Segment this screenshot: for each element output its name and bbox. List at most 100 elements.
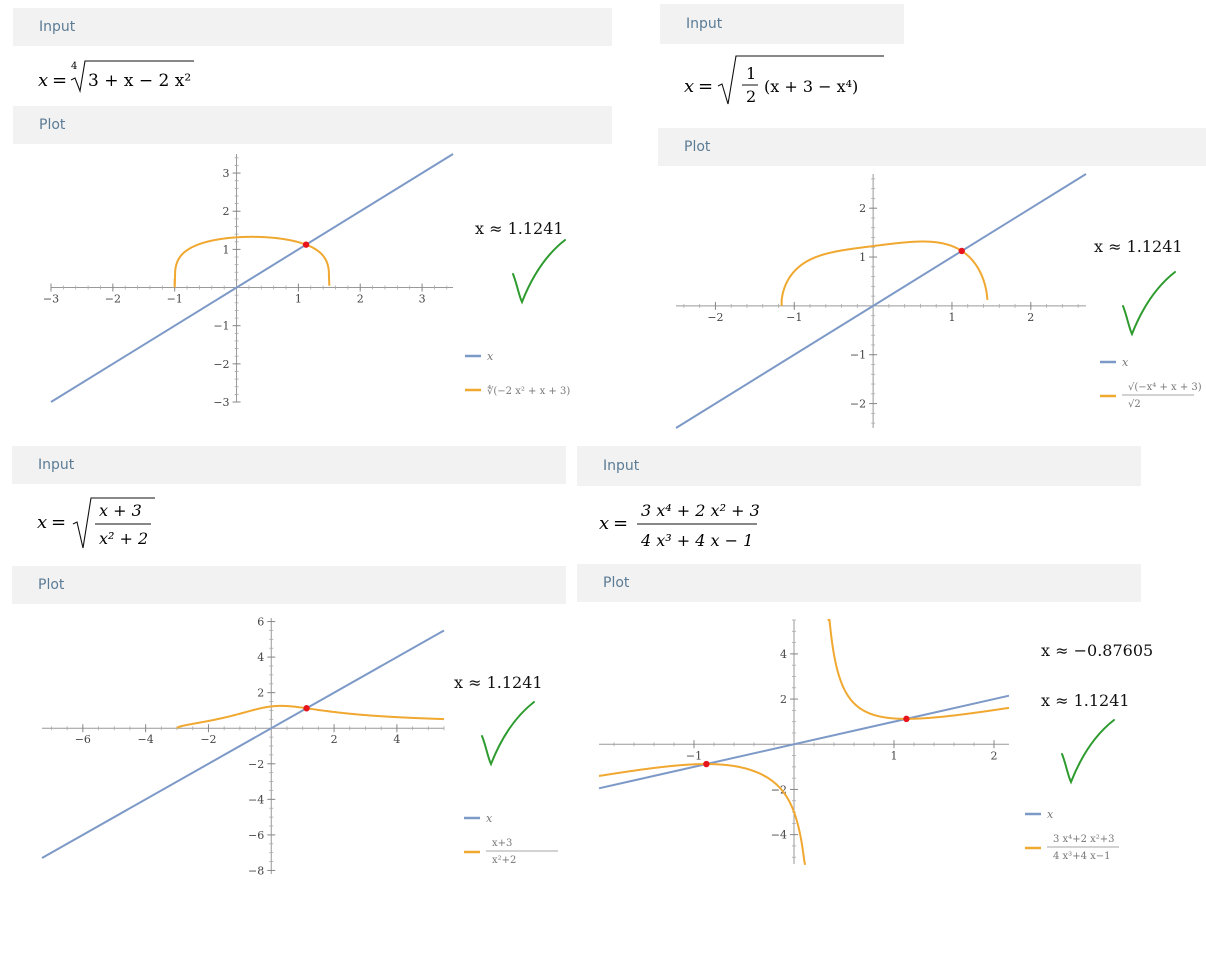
plot-header: Plot	[658, 128, 1206, 166]
chart-4: −1 1 2 −4 −2 2 4 x ≈ −0.87605 x ≈ 1.1241 x 3 x⁴+2 …	[598, 619, 1153, 865]
intersection-point	[903, 715, 910, 723]
x-tick-label: 2	[331, 733, 338, 746]
frac-denom: 4 x³ + 4 x − 1	[640, 531, 753, 550]
solution-text: x ≈ 1.1241	[1041, 691, 1130, 710]
plot-label: Plot	[38, 577, 65, 593]
legend-label-x: x	[486, 812, 493, 825]
radical-sign	[72, 497, 155, 549]
x-tick-label: −1	[786, 311, 802, 324]
formula-lhs: x	[37, 512, 47, 533]
plot-header: Plot	[12, 566, 566, 604]
x-tick-label: −2	[707, 311, 723, 324]
formula-eq: =	[51, 512, 66, 533]
check-mark-icon	[481, 701, 535, 767]
formula-svg: x = 3 x⁴ + 2 x² + 3 4 x³ + 4 x − 1	[599, 501, 760, 550]
formula-svg: x = x + 3 x² + 2	[37, 497, 155, 549]
x-tick-label: 2	[1027, 311, 1034, 324]
panel-1: Input x = 4 3 + x − 2 x² Plot −3 −2 −1 1 2 3−…	[13, 8, 612, 430]
chart-3: −6 −4 −2 2 4 −8 −6 −4 −2 2 4 6 x ≈ 1.1241 x x+3 x²+2	[41, 616, 558, 877]
x-tick-label: −6	[75, 733, 91, 746]
x-tick-label: 2	[991, 749, 998, 762]
y-tick-label: −2	[248, 758, 264, 771]
plot-header: Plot	[13, 106, 612, 144]
input-formula: x = 4 3 + x − 2 x²	[38, 58, 238, 105]
intersection-point	[703, 760, 710, 768]
input-header: Input	[577, 446, 1141, 486]
intersection-point	[303, 705, 310, 712]
y-tick-label: −4	[771, 829, 787, 842]
y-tick-label: −2	[771, 783, 787, 796]
formula-lhs: x	[684, 76, 694, 97]
x-tick-label: 3	[419, 293, 426, 306]
series-line-x	[50, 153, 454, 403]
plot-header: Plot	[577, 564, 1141, 602]
series-line-x	[598, 694, 1010, 790]
plot-label: Plot	[39, 117, 66, 133]
frac-numer: 1	[746, 64, 756, 83]
x-tick-label: −1	[167, 293, 183, 306]
x-tick-label: 4	[393, 733, 400, 746]
input-header: Input	[13, 8, 612, 46]
formula-svg: x = 1 2 (x + 3 − x⁴)	[684, 55, 884, 106]
panel-3: Input x = x + 3 x² + 2 Plot −6 −4 −2 2 4 −8 −6…	[12, 446, 566, 896]
series-curve	[176, 704, 445, 729]
solution-text: x ≈ 1.1241	[1094, 237, 1183, 256]
formula-eq: =	[698, 76, 713, 97]
input-label: Input	[603, 458, 640, 474]
x-tick-label: −3	[43, 293, 59, 306]
panel-2: Input x = 1 2 (x + 3 − x⁴) Plot −2 −1 1 2 −2…	[658, 4, 1206, 432]
y-tick-label: 3	[223, 167, 230, 180]
root-index: 4	[71, 61, 77, 72]
input-label: Input	[39, 19, 76, 35]
y-tick-label: −4	[248, 793, 264, 806]
series-curve-right	[827, 619, 1010, 720]
input-label: Input	[686, 16, 723, 32]
formula-lhs: x	[599, 513, 609, 534]
y-tick-label: 4	[780, 648, 787, 661]
radical-sign	[70, 60, 194, 94]
x-tick-label: 1	[295, 293, 302, 306]
legend-label-curve-numer: x+3	[492, 838, 512, 849]
plot-label: Plot	[684, 139, 711, 155]
solution-text: x ≈ 1.1241	[475, 219, 564, 238]
x-tick-label: 1	[948, 311, 955, 324]
input-formula: x = 3 x⁴ + 2 x² + 3 4 x³ + 4 x − 1	[599, 494, 789, 561]
y-tick-label: 2	[859, 202, 866, 215]
frac-denom: 2	[746, 87, 756, 106]
solution-text: x ≈ −0.87605	[1041, 641, 1153, 660]
x-tick-label: −4	[138, 733, 154, 746]
series-curve-left	[598, 763, 806, 865]
x-tick-label: −2	[105, 293, 121, 306]
frac-denom: x² + 2	[99, 529, 148, 548]
y-tick-label: −1	[850, 349, 866, 362]
chart-1: −3 −2 −1 1 2 3 −3 −2 −1 1 2 3 x ≈ 1.1241 x ∜(−2 x² + x…	[43, 153, 570, 409]
y-tick-label: −8	[248, 864, 264, 877]
input-header: Input	[660, 4, 904, 44]
y-tick-label: 6	[257, 616, 264, 629]
legend-label-curve-numer: 3 x⁴+2 x²+3	[1053, 834, 1115, 845]
legend-label-curve-denom: √2	[1128, 399, 1141, 410]
legend-label-x: x	[1122, 356, 1129, 369]
x-tick-label: −2	[200, 733, 216, 746]
frac-numer: x + 3	[99, 501, 142, 520]
chart-2: −2 −1 1 2 −2 −1 1 2 x ≈ 1.1241 x √(−x⁴ + x + 3) √2	[675, 173, 1202, 429]
y-tick-label: −2	[213, 358, 229, 371]
y-tick-label: 1	[223, 243, 230, 256]
y-tick-label: 1	[859, 251, 866, 264]
radical-sign	[717, 55, 884, 105]
check-mark-icon	[512, 239, 566, 305]
y-tick-label: −3	[213, 396, 229, 409]
radicand: 3 + x − 2 x²	[88, 71, 191, 91]
formula-svg: x = 4 3 + x − 2 x²	[38, 60, 194, 94]
check-mark-icon	[1061, 719, 1115, 785]
intersection-point	[958, 247, 965, 255]
paren-expr: (x + 3 − x⁴)	[764, 77, 858, 96]
y-tick-label: 4	[257, 651, 264, 664]
y-tick-label: −2	[850, 398, 866, 411]
legend-label-curve-denom: x²+2	[492, 855, 516, 866]
input-formula: x = x + 3 x² + 2	[37, 494, 197, 561]
series-line-x	[41, 629, 445, 859]
legend-label-curve-numer: √(−x⁴ + x + 3)	[1128, 382, 1202, 393]
input-formula: x = 1 2 (x + 3 − x⁴)	[684, 52, 894, 117]
series-curve	[780, 240, 989, 301]
